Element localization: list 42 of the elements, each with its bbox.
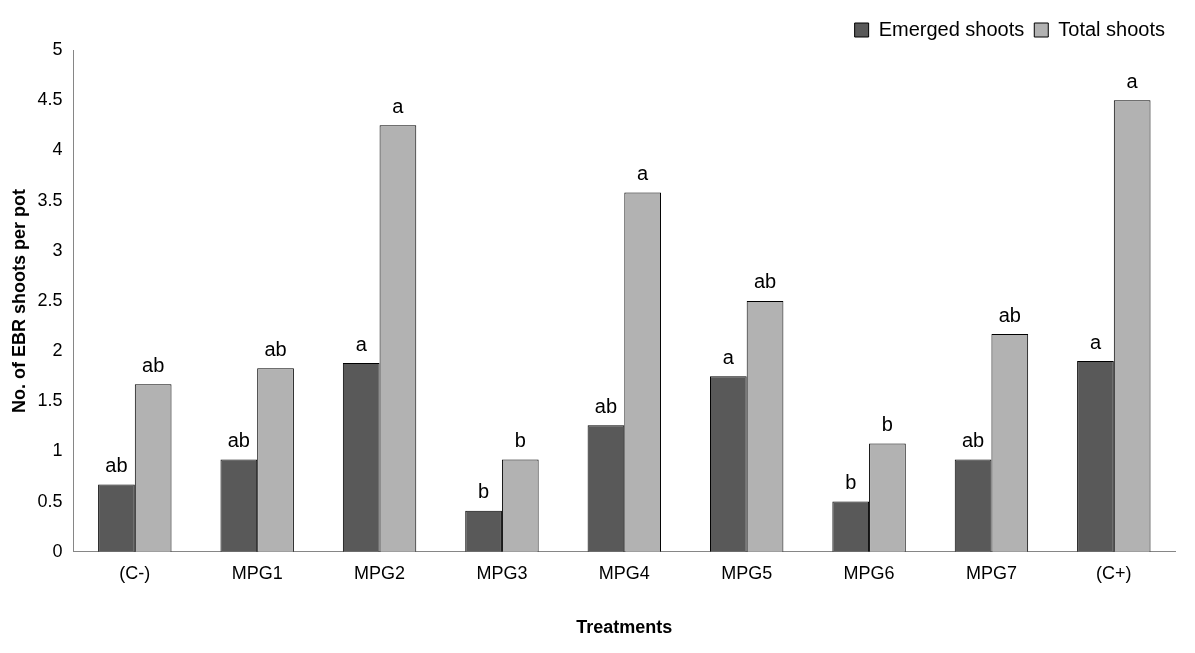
x-tick-label: (C+) [1096, 562, 1132, 583]
y-tick-label: 4 [52, 139, 63, 160]
data-label: ab [998, 303, 1021, 326]
y-tick-label: 0 [52, 540, 63, 561]
x-tick-label: MPG3 [476, 562, 528, 583]
x-tick-label: (C-) [119, 562, 151, 583]
data-label: a [392, 94, 405, 117]
y-axis-title: No. of EBR shoots per pot [8, 188, 29, 413]
data-label: ab [227, 428, 250, 451]
y-tick-label: 1 [52, 440, 63, 461]
data-label: ab [264, 337, 287, 360]
data-label: a [722, 345, 735, 368]
legend-label: Total shoots [1058, 17, 1166, 40]
y-tick-label: 3.5 [37, 189, 63, 210]
data-label: a [1126, 69, 1139, 92]
data-label: ab [961, 428, 985, 451]
y-tick-label: 2.5 [37, 289, 63, 310]
data-label: b [478, 480, 490, 503]
y-tick-label: 0.5 [37, 490, 63, 511]
x-tick-label: MPG2 [354, 562, 406, 583]
x-tick-label: MPG6 [843, 562, 895, 583]
data-label: a [1089, 330, 1102, 353]
data-label: b [514, 428, 526, 451]
data-label: a [637, 162, 650, 185]
legend-label: Emerged shoots [878, 17, 1025, 40]
y-tick-label: 4.5 [37, 89, 63, 110]
data-label: b [881, 412, 893, 435]
y-tick-label: 5 [52, 38, 63, 59]
y-tick-label: 2 [52, 340, 63, 361]
x-tick-label: MPG4 [598, 562, 650, 583]
y-tick-label: 3 [52, 239, 63, 260]
data-label: ab [753, 270, 777, 293]
data-label: ab [105, 454, 128, 477]
y-tick-label: 1.5 [37, 390, 63, 411]
x-tick-label: MPG7 [965, 562, 1017, 583]
data-label: ab [142, 353, 165, 376]
data-label: a [355, 332, 368, 355]
data-label: ab [594, 394, 618, 417]
x-tick-label: MPG1 [231, 562, 283, 583]
x-tick-label: MPG5 [721, 562, 773, 583]
x-axis-title: Treatments [576, 617, 673, 638]
data-label: b [845, 471, 857, 494]
